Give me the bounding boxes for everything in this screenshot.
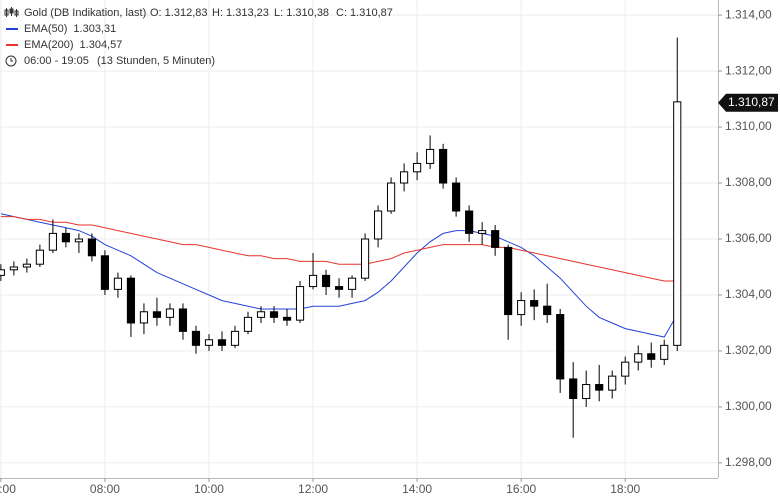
candle-body	[22, 263, 31, 268]
clock-icon	[5, 55, 17, 67]
candle-body	[0, 269, 5, 276]
candle-body	[426, 148, 435, 164]
y-tick-label: 1.298,00	[725, 455, 772, 469]
axes: 1.298,00 1.300,00 1.302,00 1.304,00 1.306,00…	[0, 7, 778, 496]
candle-body	[374, 210, 383, 240]
x-tick-label: 16:00	[506, 482, 536, 496]
candle-body	[439, 148, 448, 184]
ohlc-close: C: 1.310,87	[336, 7, 393, 19]
x-tick-label: 10:00	[194, 482, 224, 496]
y-tick-label: 1.300,00	[725, 399, 772, 413]
x-tick-label: 08:00	[90, 482, 120, 496]
candle-body	[113, 277, 123, 290]
candle-body	[48, 232, 57, 251]
duration: (13 Stunden, 5 Minuten)	[97, 55, 215, 67]
candle-body	[543, 305, 552, 316]
legend-label: EMA(50)	[24, 23, 67, 35]
candle-body	[308, 274, 318, 288]
y-tick-label: 1.308,00	[725, 175, 772, 189]
x-tick-label: 12:00	[298, 482, 328, 496]
candle-body	[413, 162, 422, 173]
candle-body	[204, 339, 214, 346]
candle-body	[139, 311, 149, 324]
grid	[0, 0, 718, 478]
plot-area	[0, 37, 682, 438]
candle-body	[556, 314, 565, 380]
last-price-label: 1.310,87	[728, 95, 775, 109]
candle-body	[491, 230, 500, 248]
candle-body	[634, 353, 643, 363]
candle-body	[230, 330, 240, 346]
ohlc-low: L: 1.310,38	[274, 7, 329, 19]
candle-body	[282, 316, 292, 321]
x-tick-label: 18:00	[610, 482, 640, 496]
candle-body	[321, 274, 331, 288]
candle-body	[165, 308, 175, 318]
candle-body	[360, 238, 370, 279]
ema-line	[0, 216, 678, 282]
candle-body	[400, 171, 409, 184]
candle-body	[660, 344, 669, 360]
ohlc-high: H: 1.313,23	[212, 7, 269, 19]
candle-body	[517, 300, 526, 316]
y-tick-label: 1.310,00	[725, 119, 772, 133]
y-tick-label: 1.306,00	[725, 231, 772, 245]
candle-body	[152, 311, 162, 318]
candle-body	[582, 384, 591, 400]
y-tick-label: 1.312,00	[725, 63, 772, 77]
candle-body	[74, 238, 83, 243]
candle-icon	[4, 7, 19, 17]
candle-body	[87, 238, 96, 257]
candle-body	[9, 266, 18, 271]
candle-body	[126, 277, 136, 324]
candle-body	[530, 300, 539, 307]
legend-label: EMA(200)	[24, 39, 74, 51]
candle-body	[504, 246, 513, 316]
ema-line	[0, 213, 678, 338]
candle-body	[243, 316, 253, 332]
candle-body	[35, 249, 44, 265]
legend-title: Gold (DB Indikation, last)	[24, 7, 146, 19]
candle-body	[569, 378, 578, 400]
candle-body	[478, 230, 487, 234]
candle-body	[347, 277, 357, 290]
candle-body	[608, 375, 617, 391]
y-tick-label: 1.314,00	[725, 7, 772, 21]
ohlc-open: O: 1.312,83	[150, 7, 208, 19]
time-range: 06:00 - 19:05	[24, 55, 89, 67]
candle-body	[100, 255, 110, 290]
x-tick-label: 14:00	[402, 482, 432, 496]
y-tick-label: 1.302,00	[725, 343, 772, 357]
clock-hands	[10, 58, 13, 62]
candle-body	[334, 286, 344, 290]
candle-body	[621, 361, 630, 377]
candle-body	[256, 311, 266, 318]
legend: Gold (DB Indikation, last) O: 1.312,83 H…	[4, 7, 393, 67]
candle-body	[673, 101, 682, 346]
legend-series: EMA(50) 1.303,31 EMA(200) 1.304,57	[6, 23, 122, 51]
candle-body	[387, 182, 396, 212]
candle-body	[595, 384, 604, 391]
candle-body	[647, 353, 656, 360]
candle-body	[217, 339, 227, 346]
legend-value: 1.304,57	[80, 39, 123, 51]
candle-body	[178, 308, 188, 332]
legend-value: 1.303,31	[73, 23, 116, 35]
candle-body	[61, 232, 70, 243]
candle-body	[191, 330, 201, 346]
candle-body	[452, 182, 461, 212]
candle-body	[465, 210, 474, 234]
y-tick-label: 1.304,00	[725, 287, 772, 301]
x-tick-label: 06:00	[0, 482, 16, 496]
last-price-tag	[718, 93, 778, 112]
candle-body	[295, 286, 305, 321]
candle-body	[269, 311, 279, 318]
